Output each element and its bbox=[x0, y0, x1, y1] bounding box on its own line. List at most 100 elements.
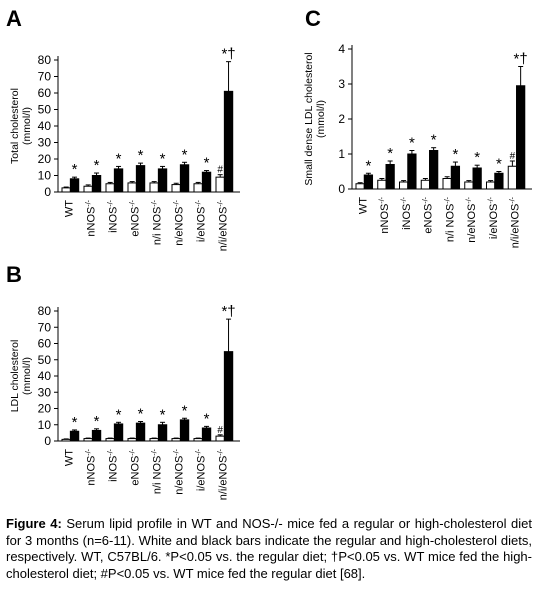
significance-hash: # bbox=[510, 151, 516, 162]
panel-letter-c: C bbox=[305, 6, 321, 31]
significance-star: *† bbox=[221, 303, 235, 320]
bar-high-cholesterol bbox=[223, 90, 234, 193]
significance-star: * bbox=[431, 132, 437, 149]
y-tick-label: 0 bbox=[44, 434, 51, 448]
significance-star: *† bbox=[221, 46, 235, 63]
x-category-label: n/eNOS-/- bbox=[466, 196, 478, 242]
bar-regular-diet bbox=[399, 181, 409, 190]
bar-high-cholesterol bbox=[91, 175, 102, 193]
y-tick-label: 20 bbox=[38, 152, 52, 166]
small-dense-ldl-chart: 0 1 2 3 4 Small dense LDL cholesterol (mmol/l)… bbox=[303, 42, 532, 248]
bar-regular-diet bbox=[420, 179, 431, 190]
total-cholesterol-chart: 0 10 20 30 40 50 60 70 80 Total cholesterol (mmol/… bbox=[9, 46, 240, 251]
bar-regular-diet bbox=[127, 438, 137, 442]
bar-high-cholesterol bbox=[407, 153, 417, 190]
x-category-label: n/eNOS-/- bbox=[173, 199, 185, 245]
bar-regular-diet bbox=[127, 182, 137, 193]
significance-star: * bbox=[138, 147, 144, 164]
ldl-cholesterol-chart: 0 10 20 30 40 50 60 70 80 LDL cholesterol (mmol/l)… bbox=[9, 303, 240, 500]
significance-star: * bbox=[182, 146, 188, 163]
significance-star: * bbox=[72, 414, 78, 431]
y-tick-label: 70 bbox=[38, 320, 52, 334]
x-category-label: eNOS-/- bbox=[129, 448, 141, 485]
bar-regular-diet bbox=[377, 179, 387, 190]
y-tick-label: 0 bbox=[338, 182, 345, 196]
y-tick-label: 1 bbox=[338, 147, 345, 161]
y-tick-label: 30 bbox=[38, 136, 52, 150]
significance-hash: # bbox=[217, 165, 223, 176]
bar-high-cholesterol bbox=[494, 172, 504, 190]
y-tick-label: 10 bbox=[38, 169, 52, 183]
y-tick-label: 10 bbox=[38, 418, 52, 432]
significance-star: * bbox=[387, 145, 393, 162]
significance-star: * bbox=[452, 146, 458, 163]
x-category-label: n/i/eNOS-/- bbox=[217, 199, 229, 251]
figure-caption: Figure 4: Serum lipid profile in WT and … bbox=[6, 516, 532, 582]
y-tick-label: 60 bbox=[38, 337, 52, 351]
x-category-label: eNOS-/- bbox=[129, 199, 141, 236]
y-tick-label: 2 bbox=[338, 112, 345, 126]
y-tick-label: 80 bbox=[38, 304, 52, 318]
bar-regular-diet bbox=[486, 181, 496, 190]
bar-regular-diet bbox=[105, 438, 115, 442]
bar-high-cholesterol bbox=[201, 427, 212, 442]
y-tick-label: 70 bbox=[38, 70, 52, 84]
bar-regular-diet bbox=[105, 183, 115, 193]
bar-high-cholesterol bbox=[113, 168, 124, 193]
y-axis-label: Small dense LDL cholesterol bbox=[303, 52, 315, 185]
bar-regular-diet bbox=[507, 165, 518, 190]
y-tick-label: 40 bbox=[38, 369, 52, 383]
significance-hash: # bbox=[217, 425, 223, 436]
x-category-label: iNOS-/- bbox=[107, 199, 119, 233]
bar-high-cholesterol bbox=[69, 178, 80, 193]
x-category-label: i/eNOS-/- bbox=[195, 199, 207, 242]
y-tick-label: 50 bbox=[38, 353, 52, 367]
bar-regular-diet bbox=[442, 178, 452, 190]
caption-text: Serum lipid profile in WT and NOS-/- mic… bbox=[6, 516, 532, 581]
bar-high-cholesterol bbox=[472, 167, 482, 190]
x-category-label: nNOS-/- bbox=[379, 196, 391, 233]
bar-regular-diet bbox=[215, 176, 225, 193]
significance-star: * bbox=[182, 402, 188, 419]
y-axis-label: (mmol/l) bbox=[315, 100, 327, 138]
y-axis-label: (mmol/l) bbox=[21, 107, 33, 145]
caption-label: Figure 4: bbox=[6, 516, 62, 531]
bar-high-cholesterol bbox=[179, 419, 190, 442]
bar-regular-diet bbox=[464, 181, 474, 190]
bar-high-cholesterol bbox=[201, 171, 212, 193]
bar-high-cholesterol bbox=[69, 430, 80, 442]
bar-high-cholesterol bbox=[157, 168, 168, 193]
bar-regular-diet bbox=[61, 438, 71, 442]
x-category-label: n/i/eNOS-/- bbox=[217, 448, 229, 500]
bar-high-cholesterol bbox=[135, 422, 146, 442]
x-category-label: n/i/eNOS-/- bbox=[510, 196, 522, 248]
y-tick-label: 30 bbox=[38, 385, 52, 399]
x-category-label: nNOS-/- bbox=[85, 199, 97, 236]
significance-star: * bbox=[160, 150, 166, 167]
significance-star: * bbox=[116, 406, 122, 423]
significance-star: * bbox=[138, 406, 144, 423]
y-tick-label: 20 bbox=[38, 402, 52, 416]
significance-star: * bbox=[474, 149, 480, 166]
bar-high-cholesterol bbox=[91, 429, 102, 442]
significance-star: * bbox=[204, 410, 210, 427]
y-axis-label: (mmol/l) bbox=[21, 357, 33, 395]
significance-star: * bbox=[409, 135, 415, 152]
x-category-label: WT bbox=[63, 449, 75, 466]
significance-star: * bbox=[204, 155, 210, 172]
significance-star: * bbox=[160, 406, 166, 423]
significance-star: * bbox=[365, 157, 371, 174]
significance-star: * bbox=[94, 157, 100, 174]
bar-high-cholesterol bbox=[450, 165, 461, 190]
x-category-label: eNOS-/- bbox=[423, 196, 435, 233]
bar-high-cholesterol bbox=[429, 150, 439, 190]
bar-regular-diet bbox=[83, 438, 93, 442]
panel-letter-b: B bbox=[6, 262, 22, 287]
x-category-label: n/i NOS-/- bbox=[151, 199, 163, 245]
bar-regular-diet bbox=[61, 187, 71, 193]
y-axis-label: LDL cholesterol bbox=[9, 340, 21, 413]
x-category-label: WT bbox=[63, 200, 75, 217]
x-category-label: i/eNOS-/- bbox=[195, 448, 207, 491]
y-tick-label: 4 bbox=[338, 42, 345, 56]
bar-high-cholesterol bbox=[135, 165, 146, 193]
